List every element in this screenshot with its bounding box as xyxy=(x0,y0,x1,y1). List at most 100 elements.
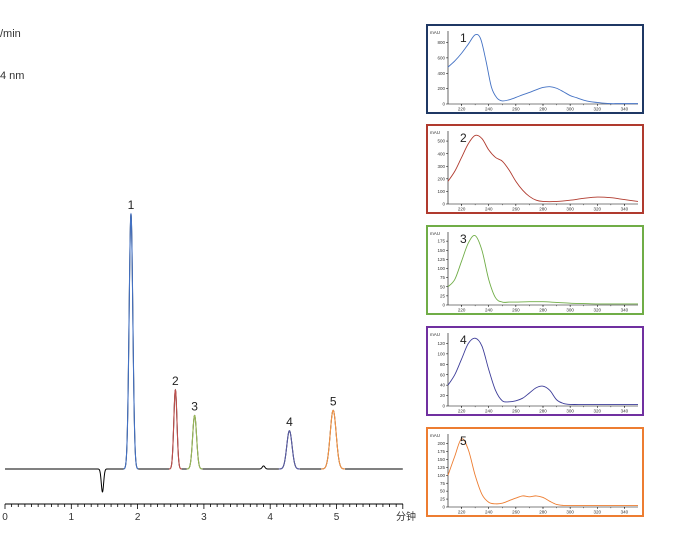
x-tick-label: 4 xyxy=(267,512,273,523)
spectrum-x-tick-label: 340 xyxy=(621,107,629,112)
spectrum-y-tick-label: 0 xyxy=(442,102,445,107)
peak-5-label: 5 xyxy=(330,394,337,408)
peak-2-label: 2 xyxy=(172,374,179,388)
spectrum-1-curve xyxy=(447,34,638,105)
spectrum-4-label: 4 xyxy=(460,333,467,347)
spectrum-x-tick-label: 340 xyxy=(621,308,629,313)
spectrum-4-curve xyxy=(447,337,638,405)
spectrum-x-tick-label: 320 xyxy=(594,107,602,112)
spectrum-y-tick-label: 60 xyxy=(440,372,446,377)
spectrum-y-tick-label: 0 xyxy=(442,505,445,510)
spectrum-y-tick-label: 0 xyxy=(442,404,445,409)
spectrum-5-label: 5 xyxy=(460,434,467,448)
spectrum-y-tick-label: 80 xyxy=(440,362,446,367)
spectrum-panel-2: mAU 0 100 200 300 400 500 220 240 260 280 300 320 340… xyxy=(426,124,644,214)
spectrum-y-tick-label: 120 xyxy=(437,341,445,346)
spectrum-x-tick-label: 240 xyxy=(485,207,493,212)
x-tick-label: 0 xyxy=(2,512,8,523)
spectrum-x-tick-label: 220 xyxy=(458,308,466,313)
spectrum-y-tick-label: 175 xyxy=(437,239,445,244)
peak-5-trace xyxy=(321,409,346,470)
spectrum-x-tick-label: 340 xyxy=(621,510,629,515)
spectrum-x-tick-label: 220 xyxy=(458,207,466,212)
spectrum-y-tick-label: 0 xyxy=(442,202,445,207)
spectrum-y-label: mAU xyxy=(430,130,440,135)
spectrum-panel-1: mAU 0 200 400 600 800 220 240 260 280 300 320 340 1 xyxy=(426,24,644,114)
spectrum-y-tick-label: 50 xyxy=(440,284,446,289)
spectrum-y-tick-label: 175 xyxy=(437,449,445,454)
spectrum-panel-3: mAU 0 25 50 75 100 125 150 175 220 240 260 280 300 320… xyxy=(426,225,644,315)
x-tick-label: 2 xyxy=(135,512,141,523)
peak-4-trace xyxy=(278,430,301,470)
spectrum-x-tick-label: 280 xyxy=(539,207,547,212)
spectrum-x-tick-label: 260 xyxy=(512,107,520,112)
spectrum-3-curve xyxy=(447,235,638,305)
spectrum-x-tick-label: 220 xyxy=(458,510,466,515)
x-axis-unit: 分钟 xyxy=(396,510,416,523)
spectrum-y-tick-label: 20 xyxy=(440,393,446,398)
spectrum-y-label: mAU xyxy=(430,231,440,236)
spectrum-y-tick-label: 75 xyxy=(440,481,446,486)
peak-1-trace xyxy=(123,212,139,470)
peak-4-label: 4 xyxy=(286,415,293,429)
spectrum-y-tick-label: 100 xyxy=(437,473,445,478)
spectrum-chart-3: mAU 0 25 50 75 100 125 150 175 220 240 260 280 300 320… xyxy=(430,231,638,313)
spectrum-x-tick-label: 260 xyxy=(512,409,520,414)
x-tick-label: 3 xyxy=(201,512,207,523)
spectrum-y-tick-label: 100 xyxy=(437,189,445,194)
spectrum-y-tick-label: 600 xyxy=(437,55,445,60)
spectrum-y-tick-label: 200 xyxy=(437,176,445,181)
spectrum-2-label: 2 xyxy=(460,131,467,145)
spectrum-x-tick-label: 240 xyxy=(485,308,493,313)
spectrum-5-curve xyxy=(447,438,638,506)
spectrum-x-tick-label: 300 xyxy=(566,510,574,515)
spectrum-x-tick-label: 260 xyxy=(512,510,520,515)
spectrum-x-tick-label: 220 xyxy=(458,107,466,112)
spectrum-x-tick-label: 340 xyxy=(621,409,629,414)
spectrum-x-tick-label: 260 xyxy=(512,207,520,212)
spectrum-y-tick-label: 400 xyxy=(437,151,445,156)
spectrum-y-tick-label: 25 xyxy=(440,293,446,298)
spectrum-y-tick-label: 150 xyxy=(437,248,445,253)
spectrum-chart-5: mAU 0 25 50 75 100 125 150 175 200 220 240 260 280 300… xyxy=(430,433,638,515)
spectrum-panel-5: mAU 0 25 50 75 100 125 150 175 200 220 240 260 280 300… xyxy=(426,427,644,517)
header-fragment-wavelength: 4 nm xyxy=(0,70,25,82)
spectrum-y-tick-label: 800 xyxy=(437,40,445,45)
spectrum-3-label: 3 xyxy=(460,232,467,246)
peak-2-trace xyxy=(169,389,182,470)
spectrum-y-tick-label: 75 xyxy=(440,275,446,280)
spectrum-x-tick-label: 320 xyxy=(594,207,602,212)
x-tick-label: 1 xyxy=(69,512,75,523)
spectrum-y-tick-label: 100 xyxy=(437,266,445,271)
spectrum-chart-1: mAU 0 200 400 600 800 220 240 260 280 300 320 340 1 xyxy=(430,30,638,112)
spectrum-x-tick-label: 240 xyxy=(485,510,493,515)
spectrum-x-tick-label: 320 xyxy=(594,409,602,414)
spectrum-y-tick-label: 125 xyxy=(437,465,445,470)
spectrum-x-tick-label: 300 xyxy=(566,409,574,414)
spectrum-x-tick-label: 280 xyxy=(539,409,547,414)
spectrum-y-tick-label: 300 xyxy=(437,164,445,169)
peak-3-label: 3 xyxy=(191,399,198,413)
spectrum-y-tick-label: 25 xyxy=(440,497,446,502)
spectrum-y-label: mAU xyxy=(430,332,440,337)
spectrum-x-tick-label: 300 xyxy=(566,308,574,313)
spectrum-y-tick-label: 150 xyxy=(437,457,445,462)
spectrum-y-tick-label: 40 xyxy=(440,383,446,388)
spectrum-y-tick-label: 500 xyxy=(437,139,445,144)
spectrum-y-label: mAU xyxy=(430,433,440,438)
spectrum-x-tick-label: 240 xyxy=(485,107,493,112)
spectrum-x-tick-label: 280 xyxy=(539,510,547,515)
spectrum-y-tick-label: 0 xyxy=(442,303,445,308)
spectrum-x-tick-label: 300 xyxy=(566,107,574,112)
spectrum-x-tick-label: 280 xyxy=(539,308,547,313)
spectrum-x-tick-label: 300 xyxy=(566,207,574,212)
spectrum-chart-4: mAU 0 20 40 60 80 100 120 220 240 260 280 300 320 340 4 xyxy=(430,332,638,414)
peak-1-label: 1 xyxy=(128,198,135,212)
spectrum-y-tick-label: 400 xyxy=(437,71,445,76)
spectrum-y-tick-label: 200 xyxy=(437,441,445,446)
spectrum-y-tick-label: 125 xyxy=(437,257,445,262)
spectrum-y-label: mAU xyxy=(430,30,440,35)
chromatogram-trace xyxy=(5,213,403,493)
spectrum-1-label: 1 xyxy=(460,31,467,45)
